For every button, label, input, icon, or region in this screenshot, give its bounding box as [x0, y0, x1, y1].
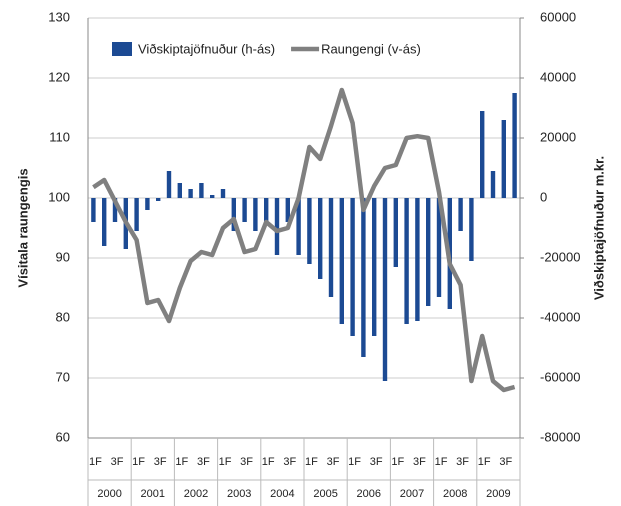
- x-tick-label: 3F: [154, 456, 167, 468]
- bar: [404, 198, 408, 324]
- x-tick-label: 1F: [262, 456, 275, 468]
- x-tick-label: 1F: [478, 456, 491, 468]
- bar: [167, 171, 171, 198]
- y-tick-label: 70: [56, 369, 70, 384]
- x-tick-label: 3F: [197, 456, 210, 468]
- y-tick-label: 110: [49, 129, 70, 144]
- y2-tick-label: 60000: [540, 9, 576, 24]
- x-tick-label: 3F: [327, 456, 340, 468]
- legend-label: Raungengi (v-ás): [321, 41, 421, 56]
- bar: [199, 183, 203, 198]
- y-tick-label: 130: [48, 9, 70, 24]
- chart: Vísitala raungengis Viðskiptajöfnuður m.…: [0, 0, 621, 506]
- x-tick-label: 3F: [413, 456, 426, 468]
- y2-tick-label: -80000: [540, 429, 580, 444]
- x-year-label: 2007: [400, 488, 424, 500]
- bar: [145, 198, 149, 210]
- y-tick-label: 90: [56, 249, 70, 264]
- x-year-label: 2005: [313, 488, 337, 500]
- x-year-label: 2009: [486, 488, 510, 500]
- bar: [415, 198, 419, 321]
- bar: [156, 198, 160, 201]
- x-year-label: 2001: [141, 488, 165, 500]
- y2-tick-label: -20000: [540, 249, 580, 264]
- x-tick-label: 1F: [348, 456, 361, 468]
- bar: [480, 111, 484, 198]
- x-year-label: 2004: [270, 488, 294, 500]
- bar: [318, 198, 322, 279]
- bar: [512, 93, 516, 198]
- bar: [307, 198, 311, 264]
- bar: [188, 189, 192, 198]
- y-tick-label: 60: [56, 429, 70, 444]
- bar: [350, 198, 354, 336]
- bar: [134, 198, 138, 231]
- bar: [469, 198, 473, 261]
- legend-label: Viðskiptajöfnuður (h-ás): [138, 41, 275, 56]
- x-tick-label: 3F: [240, 456, 253, 468]
- y2-tick-label: -40000: [540, 309, 580, 324]
- bar: [253, 198, 257, 231]
- x-tick-label: 3F: [111, 456, 124, 468]
- y2-tick-label: 20000: [540, 129, 576, 144]
- bar: [221, 189, 225, 198]
- bar: [394, 198, 398, 267]
- bar: [275, 198, 279, 255]
- bar: [242, 198, 246, 222]
- bar: [340, 198, 344, 324]
- x-year-label: 2006: [357, 488, 381, 500]
- x-tick-label: 1F: [175, 456, 188, 468]
- bar: [102, 198, 106, 246]
- x-tick-label: 3F: [456, 456, 469, 468]
- legend-swatch: [112, 42, 132, 56]
- bar: [502, 120, 506, 198]
- x-year-label: 2002: [184, 488, 208, 500]
- bar: [178, 183, 182, 198]
- bar: [426, 198, 430, 306]
- x-tick-label: 1F: [219, 456, 232, 468]
- y2-tick-label: 40000: [540, 69, 576, 84]
- bar: [361, 198, 365, 357]
- bar: [91, 198, 95, 222]
- bar: [491, 171, 495, 198]
- bar: [458, 198, 462, 231]
- x-tick-label: 3F: [283, 456, 296, 468]
- y-tick-label: 100: [48, 189, 70, 204]
- x-tick-label: 1F: [435, 456, 448, 468]
- x-year-label: 2000: [97, 488, 121, 500]
- y-tick-label: 80: [56, 309, 70, 324]
- bar: [264, 198, 268, 222]
- bar: [210, 195, 214, 198]
- y2-tick-label: 0: [540, 189, 547, 204]
- x-year-label: 2003: [227, 488, 251, 500]
- x-tick-label: 1F: [391, 456, 404, 468]
- x-tick-label: 3F: [370, 456, 383, 468]
- x-tick-label: 3F: [499, 456, 512, 468]
- x-tick-label: 1F: [132, 456, 145, 468]
- bar: [372, 198, 376, 336]
- y-axis-title: Vísitala raungengis: [15, 168, 30, 287]
- x-year-label: 2008: [443, 488, 467, 500]
- x-tick-label: 1F: [89, 456, 102, 468]
- y-tick-label: 120: [48, 69, 70, 84]
- bar: [383, 198, 387, 381]
- bar: [329, 198, 333, 297]
- y2-tick-label: -60000: [540, 369, 580, 384]
- y2-axis-title: Viðskiptajöfnuður m.kr.: [591, 156, 606, 300]
- x-tick-label: 1F: [305, 456, 318, 468]
